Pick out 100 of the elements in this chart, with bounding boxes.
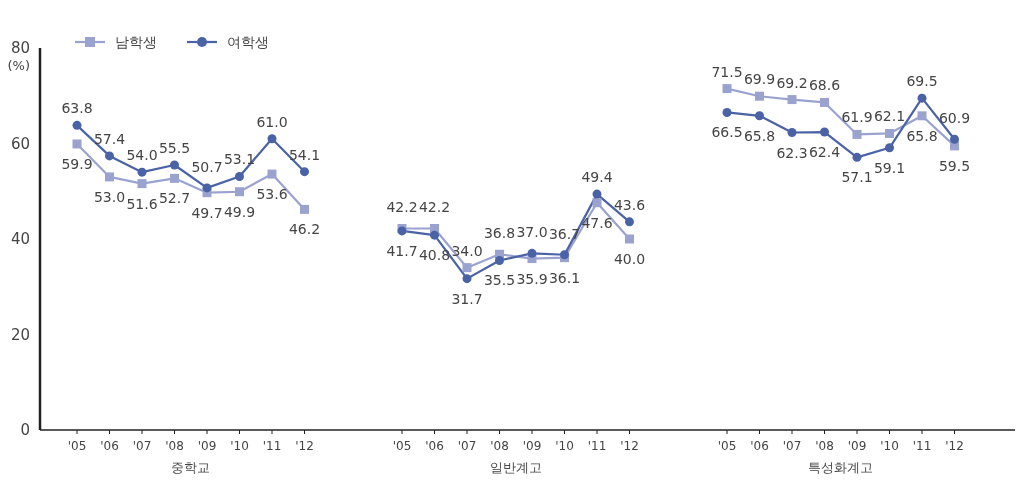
data-label: 36.1	[548, 269, 581, 286]
point	[430, 230, 439, 240]
x-tick-label: '09	[522, 439, 542, 453]
x-tick-label: '10	[230, 439, 249, 453]
point	[495, 255, 504, 265]
data-label: 51.6	[126, 195, 158, 212]
data-label: 42.2	[418, 199, 451, 216]
data-label: 69.2	[776, 74, 808, 91]
x-tick-label: '11	[262, 439, 282, 453]
point	[137, 179, 147, 189]
data-label: 43.6	[613, 196, 646, 213]
data-label: 47.6	[581, 214, 613, 231]
data-label: 35.9	[516, 270, 548, 287]
point	[170, 160, 179, 170]
data-label: 36.8	[483, 225, 516, 242]
point	[625, 234, 634, 244]
legend-label: 여학생	[227, 34, 269, 50]
data-label: 59.9	[61, 155, 93, 172]
data-label: 50.7	[191, 158, 223, 175]
data-label: 35.5	[483, 272, 516, 289]
x-tick-label: '12	[620, 439, 639, 453]
point	[105, 172, 114, 182]
data-label: 62.1	[873, 108, 906, 125]
point	[820, 97, 829, 107]
point	[625, 217, 634, 227]
y-tick-label: 60	[10, 134, 30, 153]
legend-label: 남학생	[115, 34, 157, 50]
y-axis-title: (%)	[7, 58, 30, 73]
data-label: 53.6	[256, 186, 288, 203]
x-tick-label: '05	[392, 439, 412, 453]
x-axis-title: 중학교	[171, 460, 211, 475]
point	[527, 248, 537, 258]
data-label: 49.9	[223, 203, 256, 220]
x-tick-label: '09	[197, 439, 217, 453]
x-tick-label: '11	[587, 439, 607, 453]
point	[72, 139, 82, 149]
data-label: 62.3	[776, 144, 808, 161]
point	[722, 84, 732, 94]
data-label: 34.0	[451, 242, 483, 259]
x-axis-title: 일반계고	[489, 460, 542, 475]
x-tick-label: '08	[165, 439, 184, 453]
data-label: 65.8	[743, 127, 776, 144]
point	[267, 134, 277, 144]
x-tick-label: '06	[425, 439, 444, 453]
point	[755, 91, 764, 101]
data-label: 54.1	[288, 146, 321, 163]
data-label: 57.4	[93, 130, 126, 147]
data-label: 66.5	[711, 124, 743, 141]
x-tick-label: '12	[295, 439, 314, 453]
point	[300, 167, 309, 177]
data-label: 69.9	[743, 71, 776, 88]
point	[885, 128, 894, 138]
point	[950, 134, 959, 144]
data-label: 65.8	[906, 127, 938, 144]
x-tick-label: '12	[945, 439, 964, 453]
point	[300, 204, 309, 214]
data-label: 54.0	[126, 147, 158, 164]
data-label: 59.1	[873, 159, 906, 176]
point	[462, 274, 472, 284]
data-label: 68.6	[808, 77, 841, 94]
data-label: 46.2	[288, 221, 321, 238]
data-label: 61.0	[256, 113, 288, 130]
point	[787, 95, 797, 105]
data-label: 37.0	[516, 224, 548, 241]
x-tick-label: '07	[132, 439, 152, 453]
data-label: 52.7	[158, 190, 191, 207]
point	[852, 129, 862, 139]
point	[202, 183, 212, 193]
point	[722, 107, 732, 117]
point	[72, 120, 82, 130]
point	[755, 111, 764, 121]
y-tick-label: 20	[10, 325, 30, 344]
point	[592, 198, 602, 208]
data-label: 49.7	[191, 204, 223, 221]
x-axis-title: 특성화계고	[808, 460, 874, 475]
x-tick-label: '07	[782, 439, 802, 453]
x-tick-label: '10	[880, 439, 899, 453]
data-label: 62.4	[808, 144, 841, 161]
point	[267, 169, 277, 179]
point	[105, 151, 114, 161]
data-label: 49.4	[581, 169, 613, 186]
data-label: 59.5	[938, 157, 971, 174]
data-label: 60.9	[938, 110, 971, 127]
data-label: 61.9	[841, 109, 873, 126]
data-label: 40.0	[613, 251, 646, 267]
x-tick-label: '08	[490, 439, 509, 453]
data-label: 42.2	[386, 199, 418, 216]
data-label: 63.8	[61, 100, 93, 117]
point	[917, 93, 927, 103]
x-tick-label: '05	[67, 439, 87, 453]
point	[885, 143, 894, 153]
point	[592, 189, 602, 199]
data-label: 71.5	[711, 63, 743, 80]
data-label: 41.7	[386, 242, 418, 259]
point	[820, 127, 829, 137]
x-tick-label: '08	[815, 439, 834, 453]
x-tick-label: '09	[847, 439, 867, 453]
y-tick-label: 0	[20, 421, 30, 439]
x-tick-label: '10	[555, 439, 574, 453]
data-label: 53.0	[93, 188, 126, 205]
